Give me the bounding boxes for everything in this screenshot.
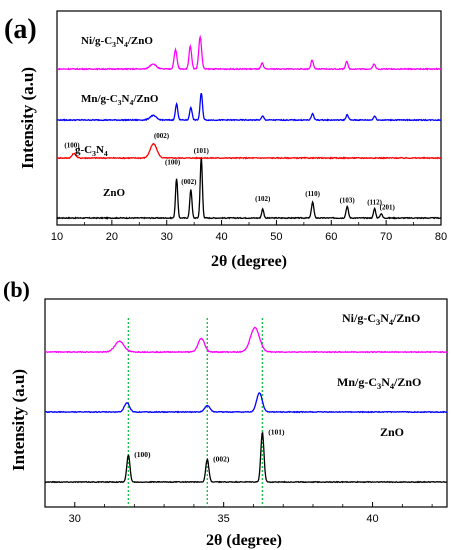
panel-b-frame xyxy=(44,298,448,508)
series-label-zno: ZnO xyxy=(380,425,404,439)
panel-b-xtick-label: 30 xyxy=(69,513,81,525)
panel-a-xtick-label: 30 xyxy=(161,231,173,243)
panel-b: (b) Intensity (a.u) 2θ (degree) 30 35 40 (… xyxy=(3,277,448,549)
series-label-g-c3n4: g-C3N4 xyxy=(75,144,108,158)
peak-label: (002) xyxy=(181,178,197,186)
panel-b-ylabel: Intensity (a.u) xyxy=(9,369,28,471)
panel-b-xtick-label: 40 xyxy=(366,513,378,525)
panel-a-xtick-label: 10 xyxy=(51,231,63,243)
panel-a-ylabel: Intensity (a.u) xyxy=(18,67,37,169)
panel-a-xtick-label: 60 xyxy=(325,231,337,243)
panel-b-xlabel: 2θ (degree) xyxy=(206,532,282,549)
peak-label: (102) xyxy=(255,195,271,203)
panel-a-label: (a) xyxy=(4,14,37,45)
series-label-ni-g-c3n4-zno: Ni/g-C3N4/ZnO xyxy=(81,35,153,49)
panel-a-xtick-label: 50 xyxy=(270,231,282,243)
series-label-mn-g-c3n4-zno: Mn/g-C3N4/ZnO xyxy=(337,375,421,391)
series-line-g-c3n4 xyxy=(56,142,442,160)
series-line-zno xyxy=(44,431,448,484)
peak-label: (112) xyxy=(367,198,382,206)
peak-label: (100) xyxy=(134,450,151,459)
panel-a: (a) Intensity (a.u) 2θ (degree) 10 20 30 40… xyxy=(4,10,447,270)
panel-a-xtick-label: 80 xyxy=(435,231,447,243)
peak-label: (100) xyxy=(64,142,80,150)
peak-label: (201) xyxy=(380,204,396,212)
peak-label: (103) xyxy=(340,196,356,204)
panel-a-xtick-label: 20 xyxy=(106,231,118,243)
peak-label: (100) xyxy=(165,158,181,166)
peak-label: (101) xyxy=(268,427,285,436)
series-line-zno xyxy=(56,156,442,220)
panel-a-xtick-label: 40 xyxy=(215,231,227,243)
panel-b-xtick-label: 35 xyxy=(218,513,230,525)
peak-label: (002) xyxy=(154,132,170,140)
peak-label: (002) xyxy=(213,454,230,463)
panel-b-label: (b) xyxy=(3,277,30,302)
series-label-mn-g-c3n4-zno: Mn/g-C3N4/ZnO xyxy=(81,93,159,107)
series-line-ni-g-c3n4-zno xyxy=(56,34,442,71)
series-label-zno: ZnO xyxy=(103,187,125,199)
series-label-ni-g-c3n4-zno: Ni/g-C3N4/ZnO xyxy=(342,311,420,327)
panel-a-xlabel: 2θ (degree) xyxy=(211,253,287,270)
peak-label: (101) xyxy=(194,147,210,155)
series-line-mn-g-c3n4-zno xyxy=(44,392,448,414)
series-line-ni-g-c3n4-zno xyxy=(44,326,448,354)
series-line-mn-g-c3n4-zno xyxy=(56,93,442,122)
panel-a-xtick-label: 70 xyxy=(380,231,392,243)
peak-label: (110) xyxy=(305,190,320,198)
